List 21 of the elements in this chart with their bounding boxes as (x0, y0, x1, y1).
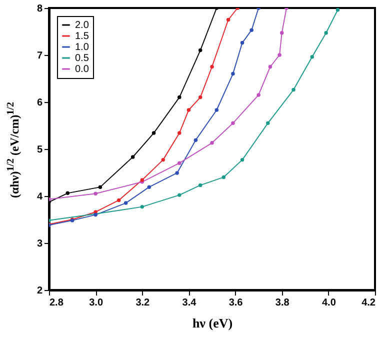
x-tick-label: 2.8 (50, 298, 64, 308)
legend-label: 1.0 (75, 42, 90, 53)
legend-label: 0.0 (75, 64, 90, 75)
x-tick-label: 3.4 (182, 298, 197, 308)
legend-label: 0.5 (75, 53, 90, 64)
x-tick-label: 4.0 (322, 298, 336, 308)
y-tick-label: 4 (36, 192, 43, 202)
y-tick-label: 8 (36, 4, 43, 14)
x-tick-label: 3.8 (275, 298, 290, 308)
x-tick-label: 3.0 (89, 298, 104, 308)
x-tick-label: 3.2 (136, 298, 150, 308)
y-tick-label: 3 (36, 238, 43, 250)
x-axis-title: hν (eV) (192, 316, 233, 330)
x-tick-label: 4.2 (362, 298, 376, 308)
legend-label: 1.5 (75, 31, 90, 42)
y-tick-label: 2 (36, 286, 43, 296)
x-tick-label: 3.6 (228, 298, 244, 308)
y-tick-label: 7 (36, 50, 43, 62)
y-tick-label: 5 (36, 144, 43, 156)
y-tick-label: 6 (36, 98, 43, 108)
legend-label: 2.0 (75, 20, 90, 31)
